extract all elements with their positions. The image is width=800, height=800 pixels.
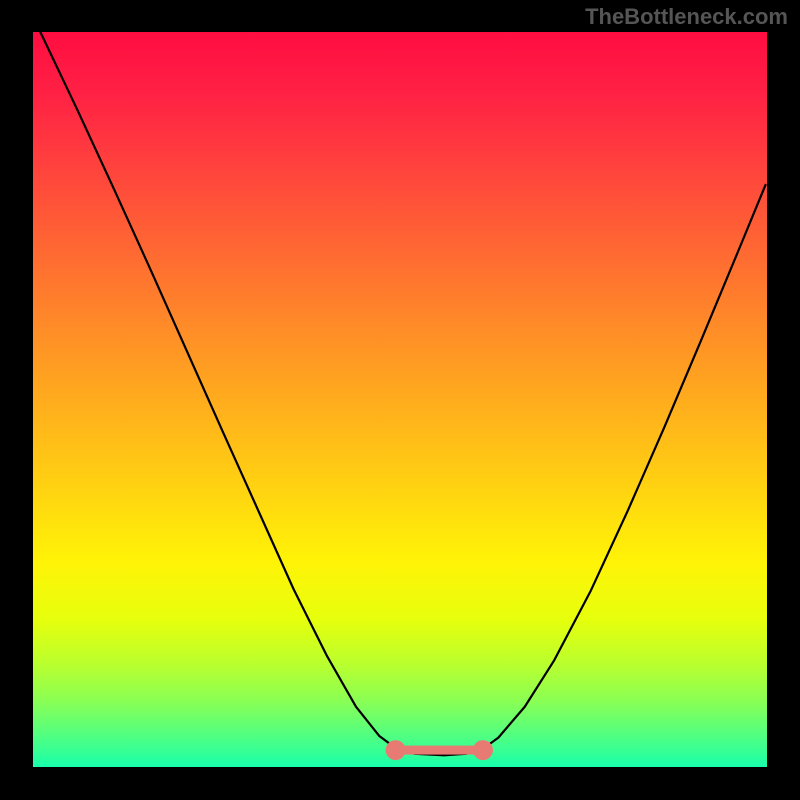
watermark-text: TheBottleneck.com [585, 4, 788, 30]
marker-bar [396, 746, 483, 755]
marker-right [473, 740, 493, 760]
gradient-background [33, 32, 767, 767]
chart-area [33, 32, 767, 767]
marker-left [386, 740, 406, 760]
chart-svg [33, 32, 767, 767]
